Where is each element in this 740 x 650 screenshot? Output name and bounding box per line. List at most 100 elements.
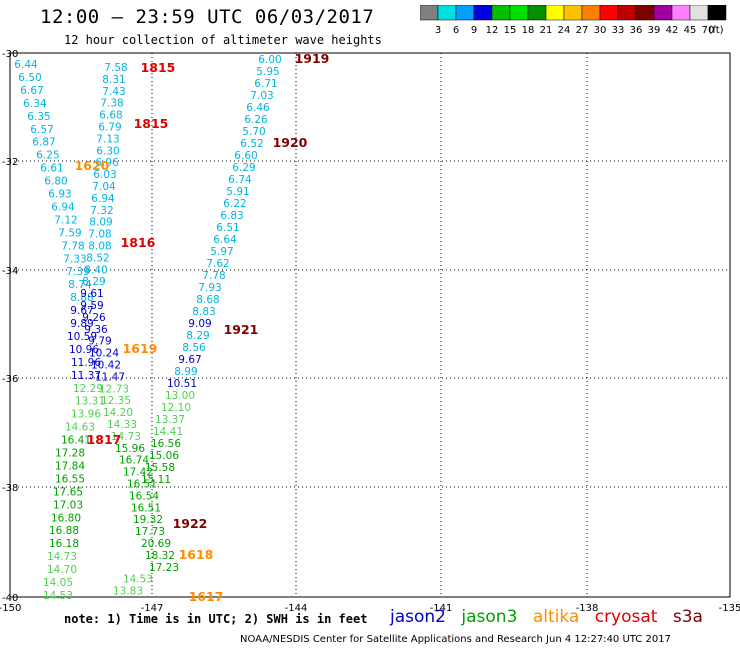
wave-height-value: 12.73 bbox=[99, 383, 129, 395]
scale-tick-label: 36 bbox=[630, 25, 643, 36]
wave-height-value: 13.00 bbox=[165, 390, 195, 402]
longitude-label: -135 bbox=[719, 603, 740, 614]
wave-height-value: 9.89 bbox=[70, 318, 93, 330]
wave-height-value: 6.61 bbox=[40, 163, 63, 175]
wave-height-value: 6.52 bbox=[240, 138, 263, 150]
wave-height-value: 17.03 bbox=[53, 499, 83, 511]
wave-height-value: 8.99 bbox=[174, 366, 197, 378]
wave-height-value: 14.73 bbox=[47, 551, 77, 563]
satellite-legend: jason2 jason3 altika cryosat s3a bbox=[390, 607, 713, 627]
wave-height-value: 17.42 bbox=[123, 467, 153, 479]
map-frame bbox=[9, 52, 731, 598]
wave-height-value: 7.32 bbox=[90, 205, 113, 217]
units-note: note: 1) Time is in UTC; 2) SWH is in fe… bbox=[64, 612, 368, 626]
wave-height-value: 14.33 bbox=[107, 419, 137, 431]
pass-time-label: 1817 bbox=[87, 432, 122, 447]
legend-altika: altika bbox=[532, 607, 580, 627]
latitude-label: -38 bbox=[2, 483, 18, 494]
wave-height-value: 15.96 bbox=[115, 443, 145, 455]
wave-height-value: 7.78 bbox=[61, 240, 84, 252]
longitude-label: -147 bbox=[141, 603, 164, 614]
wave-height-value: 13.37 bbox=[155, 414, 185, 426]
scale-tick-label: 70 bbox=[702, 25, 715, 36]
pass-time-label: 1920 bbox=[273, 135, 308, 150]
wave-height-value: 6.22 bbox=[223, 198, 246, 210]
legend-s3a: s3a bbox=[672, 607, 703, 627]
wave-height-value: 7.59 bbox=[58, 227, 81, 239]
wave-height-value: 17.28 bbox=[55, 448, 85, 460]
longitude-label: -141 bbox=[430, 603, 453, 614]
wave-height-value: 8.31 bbox=[102, 74, 125, 86]
wave-height-value: 12.29 bbox=[73, 383, 103, 395]
wave-height-value: 11.37 bbox=[71, 370, 101, 382]
wave-height-value: 13.96 bbox=[71, 409, 101, 421]
wave-height-value: 11.47 bbox=[95, 371, 125, 383]
wave-height-value: 9.59 bbox=[80, 300, 103, 312]
wave-height-value: 7.62 bbox=[206, 258, 229, 270]
wave-height-value: 7.93 bbox=[198, 282, 221, 294]
wave-height-value: 9.79 bbox=[88, 336, 111, 348]
wave-height-value: 6.50 bbox=[18, 72, 41, 84]
wave-height-value: 6.67 bbox=[20, 85, 43, 97]
wave-height-value: 6.35 bbox=[27, 111, 50, 123]
scale-tick-label: 45 bbox=[684, 25, 697, 36]
legend-jason2: jason2 bbox=[390, 607, 446, 627]
pass-time-label: 1919 bbox=[295, 51, 330, 66]
wave-height-value: 9.26 bbox=[82, 312, 106, 324]
wave-height-value: 7.78 bbox=[202, 270, 225, 282]
wave-height-value: 15.11 bbox=[141, 474, 171, 486]
wave-height-value: 5.97 bbox=[210, 246, 233, 258]
wave-height-value: 8.40 bbox=[84, 264, 107, 276]
pass-time-label: 1921 bbox=[224, 322, 259, 337]
latitude-label: -34 bbox=[2, 266, 18, 277]
wave-height-value: 9.67 bbox=[70, 305, 93, 317]
wave-height-value: 16.55 bbox=[55, 473, 85, 485]
map-subtitle: 12 hour collection of altimeter wave hei… bbox=[64, 33, 382, 47]
wave-height-value: 6.79 bbox=[98, 122, 121, 134]
longitude-label: -138 bbox=[576, 603, 599, 614]
wave-height-value: 6.94 bbox=[51, 201, 75, 213]
scale-tick-label: 39 bbox=[648, 25, 661, 36]
scale-tick-label: 42 bbox=[666, 25, 679, 36]
wave-height-value: 15.06 bbox=[149, 450, 179, 462]
wave-height-value: 16.80 bbox=[51, 512, 81, 524]
wave-height-value: 17.73 bbox=[135, 526, 165, 538]
wave-height-value: 6.29 bbox=[232, 162, 255, 174]
wave-height-value: 13.83 bbox=[113, 586, 143, 598]
wave-height-value: 8.29 bbox=[82, 276, 105, 288]
wave-height-value: 6.94 bbox=[91, 193, 115, 205]
scale-tick-label: 9 bbox=[471, 25, 477, 36]
wave-height-value: 8.56 bbox=[182, 342, 206, 354]
pass-time-label: 1815 bbox=[134, 116, 169, 131]
latitude-label: -40 bbox=[2, 593, 18, 604]
wave-height-value: 9.09 bbox=[188, 318, 211, 330]
latitude-label: -32 bbox=[2, 157, 18, 168]
scale-unit-label: (ft) bbox=[708, 25, 723, 36]
wave-height-value: 16.51 bbox=[131, 502, 161, 514]
scale-tick-label: 33 bbox=[612, 25, 625, 36]
latitude-label: -30 bbox=[2, 49, 18, 60]
wave-height-value: 6.46 bbox=[246, 102, 270, 114]
pass-time-label: 1620 bbox=[75, 158, 110, 173]
wave-height-value: 13.31 bbox=[75, 396, 105, 408]
wave-height-value: 8.74 bbox=[68, 279, 92, 291]
wave-height-value: 6.00 bbox=[258, 54, 281, 66]
wave-height-value: 6.83 bbox=[220, 210, 243, 222]
wave-height-value: 6.60 bbox=[234, 150, 257, 162]
wave-height-value: 7.13 bbox=[96, 133, 119, 145]
wave-height-value: 11.96 bbox=[71, 357, 101, 369]
wave-height-value: 17.23 bbox=[149, 562, 179, 574]
pass-time-label: 1619 bbox=[123, 341, 158, 356]
wave-height-value: 7.33 bbox=[63, 253, 86, 265]
wave-height-value: 7.08 bbox=[88, 229, 111, 241]
pass-time-label: 1618 bbox=[179, 547, 214, 562]
pass-time-label: 1816 bbox=[121, 235, 156, 250]
longitude-label: -144 bbox=[285, 603, 308, 614]
scale-tick-label: 27 bbox=[576, 25, 589, 36]
wave-height-value: 6.03 bbox=[93, 169, 116, 181]
longitude-label: -150 bbox=[0, 603, 21, 614]
wave-height-value: 18.32 bbox=[145, 550, 175, 562]
scale-tick-label: 15 bbox=[504, 25, 517, 36]
wave-height-value: 6.71 bbox=[254, 78, 277, 90]
